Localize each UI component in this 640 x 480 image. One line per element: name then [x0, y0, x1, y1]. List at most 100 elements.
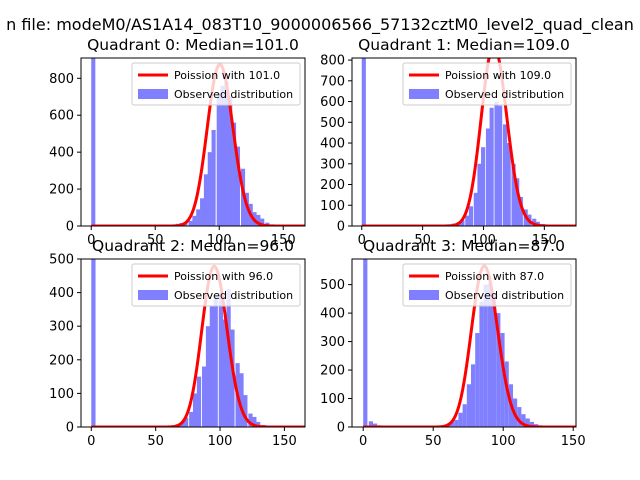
y-tick-label: 0	[66, 220, 74, 235]
histogram-bar	[220, 85, 225, 226]
x-tick-label: 0	[87, 233, 95, 248]
x-tick-label: 150	[272, 434, 297, 449]
histogram-bar	[481, 147, 486, 226]
histogram-bar	[211, 130, 216, 226]
y-tick-label: 400	[320, 307, 345, 322]
histogram-bar	[189, 411, 194, 427]
y-tick-label: 800	[320, 54, 345, 69]
histogram-bar	[232, 122, 237, 226]
histogram-bar	[468, 206, 474, 226]
histogram-bar	[465, 215, 470, 226]
histogram-bar	[192, 215, 197, 226]
histogram-bar	[532, 218, 537, 226]
chart-title: Quadrant 3: Median=87.0	[363, 237, 565, 255]
chart-plot-area-0	[91, 58, 305, 226]
legend-box	[402, 263, 572, 307]
chart-panel-1: 0 50 100 150 0 100 200 300 400 500 600 700 800 Quadra…	[320, 36, 577, 248]
histogram-bar	[230, 329, 235, 427]
legend-box	[402, 62, 572, 106]
histogram-bar	[256, 421, 261, 427]
x-tick-label: 100	[207, 233, 232, 248]
legend-swatch-observed	[138, 89, 168, 99]
histogram-bar	[209, 306, 214, 427]
histogram-bar	[496, 313, 501, 427]
histogram-bar	[252, 416, 257, 427]
histogram-bar	[450, 421, 455, 427]
x-tick-label: 0	[358, 233, 366, 248]
histogram-bar	[487, 283, 492, 427]
histogram-bar	[500, 333, 505, 427]
histogram-bar	[196, 209, 201, 226]
histogram-bar	[196, 376, 202, 427]
y-tick-label: 600	[320, 95, 345, 110]
legend-label-poisson: Poission with 109.0	[445, 69, 551, 82]
histogram-bar	[518, 196, 523, 226]
histogram-bar	[373, 423, 378, 427]
chart-legend: Poission with 96.0 Observed distribution	[131, 263, 301, 307]
histogram-bar	[492, 293, 497, 427]
histogram-bar	[207, 152, 212, 226]
chart-panel-0: 0 50 100 150 0 200 400 600 800 Quadrant 0: Median…	[49, 36, 306, 248]
x-tick-label: 100	[208, 434, 233, 449]
histogram-bar	[248, 413, 253, 427]
y-tick-label: 600	[49, 109, 74, 124]
histogram-bar	[521, 414, 526, 427]
chart-title: Quadrant 2: Median=96.0	[92, 237, 294, 255]
histogram-bar	[260, 218, 265, 226]
histogram-bar	[363, 259, 368, 427]
histogram-bar	[466, 384, 471, 427]
histogram-bar	[475, 333, 480, 427]
y-tick-label: 400	[49, 146, 74, 161]
y-tick-label: 400	[320, 137, 345, 152]
x-tick-label: 100	[471, 233, 496, 248]
histogram-bar	[216, 93, 221, 226]
histogram-bar	[477, 163, 482, 226]
histogram-bar	[462, 404, 467, 427]
legend-label-poisson: Poission with 101.0	[174, 69, 280, 82]
axes-frame	[351, 258, 577, 428]
axes-frame	[351, 57, 577, 227]
y-tick-label: 300	[49, 320, 74, 335]
histogram-bar	[485, 128, 491, 226]
legend-label-observed: Observed distribution	[174, 289, 293, 302]
histogram-bar	[202, 366, 207, 427]
histogram-bar	[239, 373, 244, 427]
histogram-bar	[460, 220, 465, 226]
chart-title: Quadrant 0: Median=101.0	[87, 36, 299, 54]
y-tick-label: 300	[320, 157, 345, 172]
axes-frame	[80, 258, 306, 428]
histogram-bar	[483, 284, 488, 427]
y-tick-label: 800	[49, 72, 74, 87]
y-tick-label: 200	[49, 353, 74, 368]
legend-label-poisson: Poission with 96.0	[174, 270, 273, 283]
histogram-bar	[489, 107, 494, 226]
histogram-bar	[368, 421, 373, 427]
y-tick-label: 500	[320, 278, 345, 293]
figure-suptitle: n file: modeM0/AS1A14_083T10_9000006566_…	[6, 15, 634, 35]
histogram-bar	[517, 407, 522, 427]
x-tick-label: 0	[359, 434, 367, 449]
histogram-bar	[479, 301, 484, 427]
axes-frame	[80, 57, 306, 227]
histogram-bar	[91, 259, 96, 427]
histogram-bar	[180, 422, 185, 427]
x-tick-label: 0	[87, 434, 95, 449]
histogram-bar	[504, 361, 509, 427]
histogram-bar	[515, 178, 520, 226]
histogram-bar	[235, 146, 240, 226]
histogram-bar	[200, 198, 205, 226]
legend-label-observed: Observed distribution	[445, 289, 564, 302]
y-tick-label: 200	[320, 364, 345, 379]
histogram-bar	[193, 393, 198, 427]
chart-legend: Poission with 87.0 Observed distribution	[402, 263, 572, 307]
y-tick-label: 200	[49, 183, 74, 198]
chart-legend: Poission with 101.0 Observed distribution	[131, 62, 301, 106]
y-tick-label: 500	[320, 116, 345, 131]
histogram-bar	[529, 421, 534, 427]
histogram-bar	[243, 395, 248, 427]
legend-label-observed: Observed distribution	[445, 88, 564, 101]
x-tick-label: 50	[414, 233, 431, 248]
histogram-bar	[205, 326, 211, 427]
x-tick-label: 150	[532, 233, 557, 248]
legend-box	[131, 263, 301, 307]
